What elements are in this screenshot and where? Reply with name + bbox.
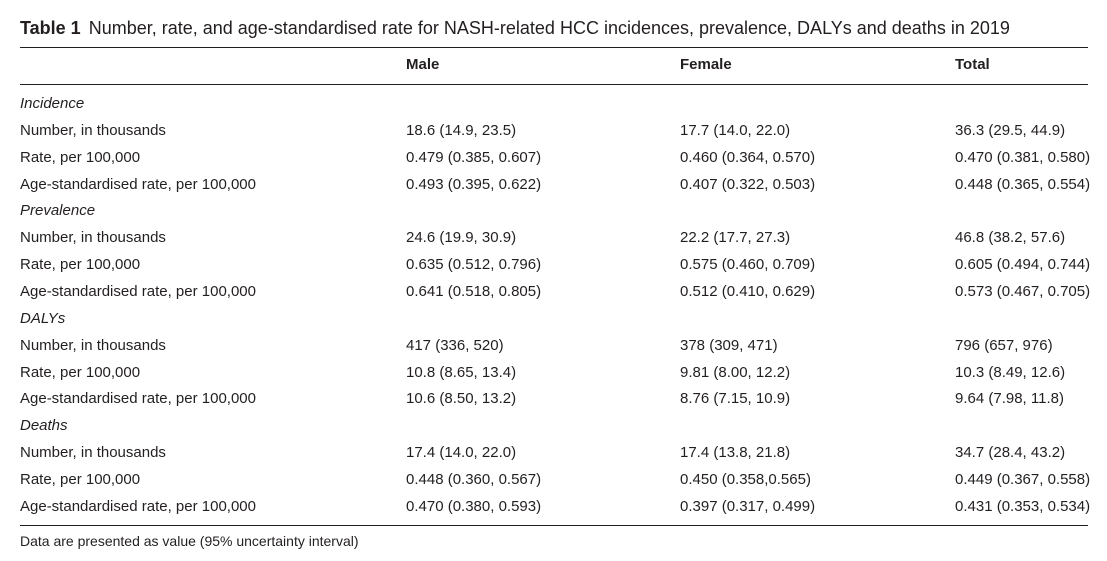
cell: 46.8 (38.2, 57.6) [955,229,1066,246]
row-label: Number, in thousands [20,444,166,461]
cell: 8.76 (7.15, 10.9) [680,390,791,407]
top-rule [20,47,1088,48]
cell: 0.575 (0.460, 0.709) [680,256,816,273]
cell: 17.4 (14.0, 22.0) [406,444,517,461]
cell: 0.397 (0.317, 0.499) [680,498,816,515]
cell: 417 (336, 520) [406,337,504,354]
row-label: Rate, per 100,000 [20,149,141,166]
cell: 18.6 (14.9, 23.5) [406,122,517,139]
cell: 0.470 (0.381, 0.580) [955,149,1091,166]
row-label: Rate, per 100,000 [20,471,141,488]
caption-text: Number, rate, and age-standardised rate … [88,18,1010,38]
cell: 9.81 (8.00, 12.2) [680,364,791,381]
header-rule [20,84,1088,85]
column-header: Male [406,56,440,73]
footnote: Data are presented as value (95% uncerta… [20,533,359,549]
cell: 0.431 (0.353, 0.534) [955,498,1091,515]
cell: 34.7 (28.4, 43.2) [955,444,1066,461]
cell: 0.479 (0.385, 0.607) [406,149,542,166]
cell: 0.512 (0.410, 0.629) [680,283,816,300]
cell: 0.448 (0.365, 0.554) [955,176,1091,193]
cell: 17.4 (13.8, 21.8) [680,444,791,461]
cell: 0.635 (0.512, 0.796) [406,256,542,273]
cell: 9.64 (7.98, 11.8) [955,390,1064,407]
cell: 0.641 (0.518, 0.805) [406,283,542,300]
cell: 22.2 (17.7, 27.3) [680,229,791,246]
cell: 0.493 (0.395, 0.622) [406,176,542,193]
row-label: Number, in thousands [20,122,166,139]
row-label: Age-standardised rate, per 100,000 [20,176,256,193]
cell: 0.448 (0.360, 0.567) [406,471,542,488]
cell: 17.7 (14.0, 22.0) [680,122,791,139]
cell: 378 (309, 471) [680,337,778,354]
cell: 10.3 (8.49, 12.6) [955,364,1066,381]
cell: 10.6 (8.50, 13.2) [406,390,517,407]
cell: 0.460 (0.364, 0.570) [680,149,816,166]
cell: 0.605 (0.494, 0.744) [955,256,1091,273]
row-label: Rate, per 100,000 [20,364,141,381]
group-label: Incidence [20,95,85,112]
row-label: Age-standardised rate, per 100,000 [20,283,256,300]
cell: 0.573 (0.467, 0.705) [955,283,1091,300]
cell: 0.450 (0.358,0.565) [680,471,811,488]
cell: 796 (657, 976) [955,337,1053,354]
group-label: Deaths [20,417,68,434]
cell: 10.8 (8.65, 13.4) [406,364,517,381]
column-header: Female [680,56,732,73]
caption-label: Table 1 [20,18,81,38]
cell: 0.449 (0.367, 0.558) [955,471,1091,488]
cell: 0.470 (0.380, 0.593) [406,498,542,515]
bottom-rule [20,525,1088,526]
cell: 24.6 (19.9, 30.9) [406,229,517,246]
group-label: Prevalence [20,202,96,219]
group-label: DALYs [20,310,66,327]
row-label: Age-standardised rate, per 100,000 [20,390,256,407]
caption: Table 1 Number, rate, and age-standardise… [20,16,1010,40]
row-label: Number, in thousands [20,229,166,246]
column-header: Total [955,56,990,73]
row-label: Number, in thousands [20,337,166,354]
cell: 36.3 (29.5, 44.9) [955,122,1066,139]
row-label: Rate, per 100,000 [20,256,141,273]
row-label: Age-standardised rate, per 100,000 [20,498,256,515]
cell: 0.407 (0.322, 0.503) [680,176,816,193]
